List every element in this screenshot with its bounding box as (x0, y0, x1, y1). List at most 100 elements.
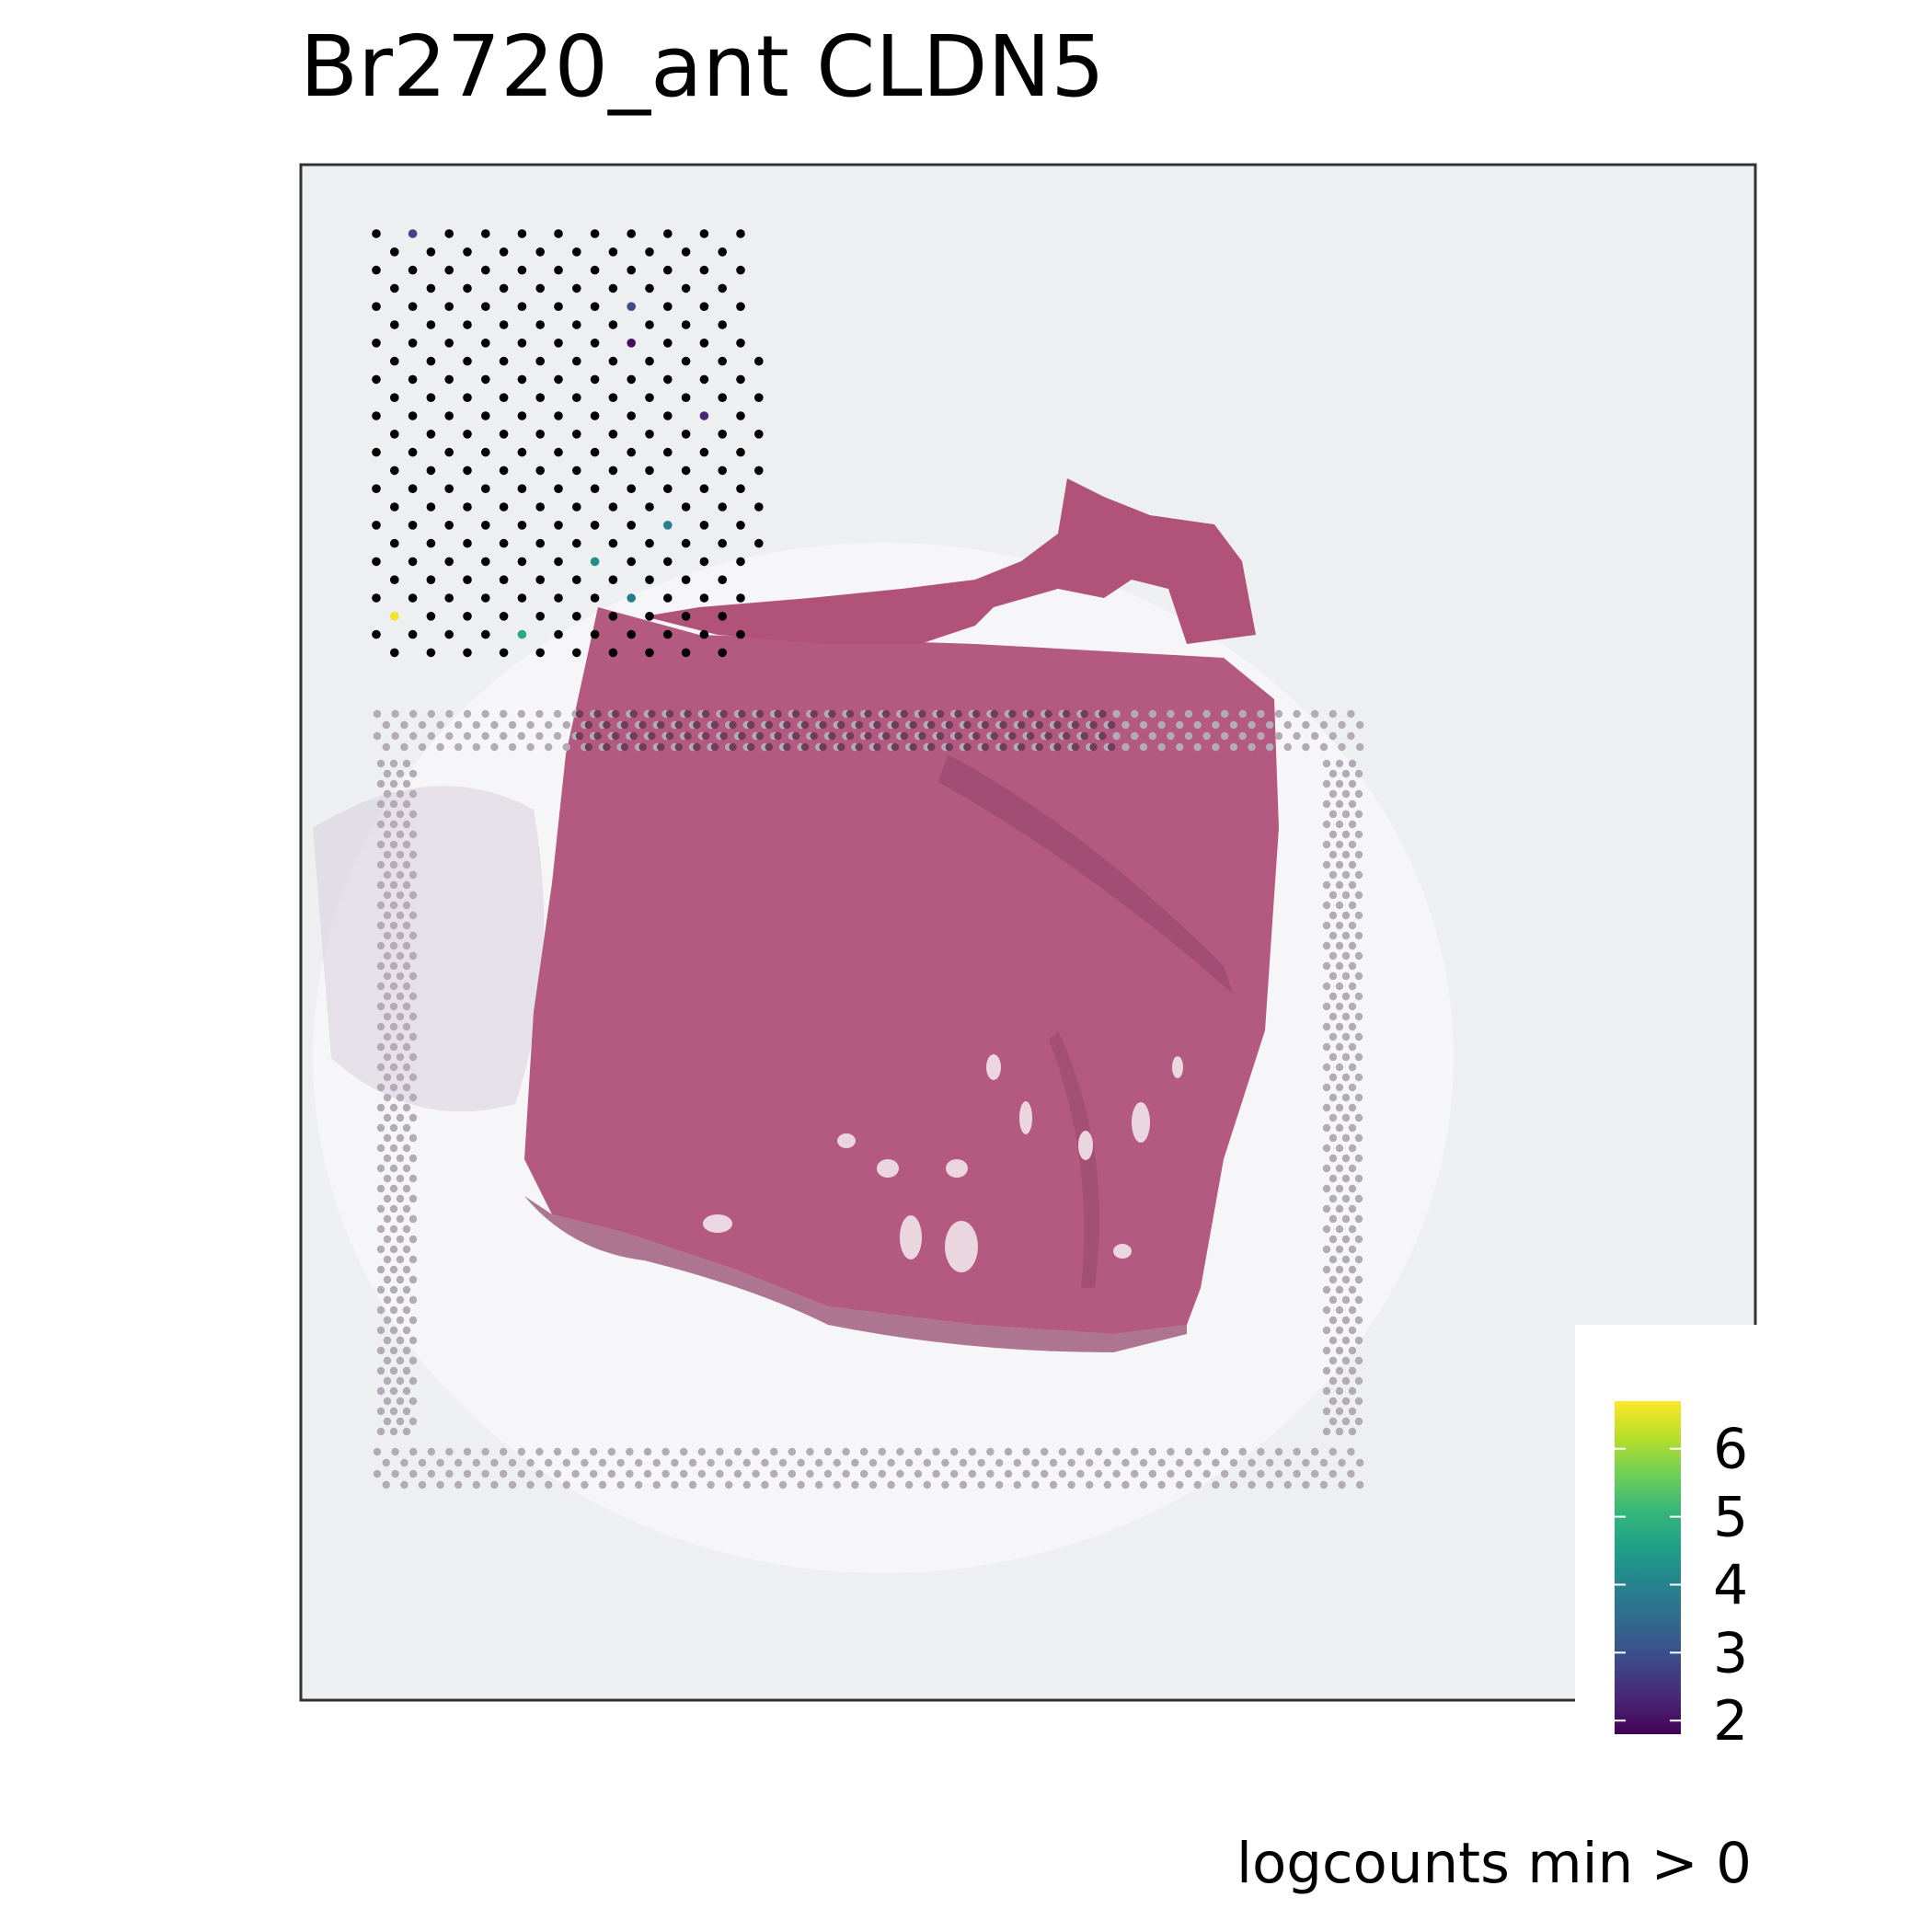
fiducial-dot (409, 1447, 418, 1456)
fiducial-dot (1354, 1376, 1363, 1386)
fiducial-dot (526, 1458, 535, 1467)
fiducial-dot (575, 709, 584, 719)
fiducial-dot (1212, 720, 1220, 730)
fiducial-dot (408, 850, 418, 859)
fiducial-dot (774, 709, 782, 719)
fiducial-dot (396, 1032, 405, 1041)
fiducial-dot (389, 840, 398, 849)
fiducial-dot (590, 1469, 598, 1478)
spot (554, 629, 563, 639)
fiducial-dot (391, 709, 399, 719)
fiducial-dot (1248, 1480, 1256, 1489)
fiducial-dot (383, 1032, 392, 1041)
fiducial-dot (1341, 870, 1351, 880)
fiducial-dot (1347, 1447, 1355, 1456)
fiducial-dot (1348, 1042, 1357, 1052)
fiducial-dot (1335, 779, 1344, 788)
fiducial-dot (1221, 709, 1229, 719)
fiducial-dot (490, 1480, 499, 1489)
fiducial-dot (1026, 731, 1035, 741)
spot (535, 320, 545, 329)
fiducial-dot (1348, 1002, 1357, 1011)
fiducial-dot (797, 1480, 805, 1489)
spot (372, 265, 381, 275)
fiducial-dot (402, 1144, 411, 1153)
fiducial-dot (635, 1480, 643, 1489)
plot-title: Br2720_ant CLDN5 (300, 17, 1105, 116)
spot (627, 374, 636, 385)
spot (736, 593, 745, 603)
fiducial-dot (1139, 720, 1148, 730)
fiducial-dot (1322, 1326, 1331, 1335)
fiducial-dot (1322, 1407, 1331, 1416)
spot (572, 247, 581, 257)
fiducial-dot (1348, 1427, 1357, 1436)
fiducial-dot (1022, 1447, 1030, 1456)
fiducial-dot (389, 1164, 398, 1173)
spot (663, 629, 673, 639)
fiducial-dot (584, 742, 592, 752)
fiducial-dot (418, 1458, 427, 1467)
fiducial-dot (845, 709, 855, 719)
spot (426, 612, 436, 621)
fiducial-dot (1322, 1103, 1331, 1112)
fiducial-dot (1354, 1113, 1363, 1122)
expressed-spot (590, 557, 600, 567)
fiducial-dot (1341, 789, 1351, 799)
fiducial-dot (688, 1458, 697, 1467)
spot (572, 648, 581, 658)
fiducial-dot (1328, 709, 1338, 719)
spot (390, 575, 399, 584)
fiducial-dot (408, 1336, 418, 1345)
fiducial-dot (1354, 1235, 1363, 1244)
spot (517, 339, 527, 348)
fiducial-dot (671, 1458, 679, 1467)
fiducial-dot (389, 1144, 398, 1153)
fiducial-dot (1076, 1447, 1085, 1456)
fiducial-dot (1335, 1245, 1344, 1254)
fiducial-dot (376, 759, 385, 768)
fiducial-dot (1335, 1326, 1344, 1335)
fiducial-dot (562, 1458, 570, 1467)
fiducial-dot (648, 731, 656, 741)
fiducial-dot (396, 992, 405, 1001)
fiducial-dot (1348, 1265, 1357, 1274)
spot (372, 374, 381, 385)
fiducial-dot (408, 810, 418, 819)
fiducial-dot (1184, 731, 1193, 741)
fiducial-dot (1266, 1480, 1274, 1489)
fiducial-dot (1348, 1386, 1357, 1396)
fiducial-dot (1176, 1458, 1184, 1467)
fiducial-dot (1348, 1022, 1357, 1031)
fiducial-dot (383, 1235, 392, 1244)
fiducial-dot (873, 720, 881, 730)
fiducial-dot (1121, 720, 1130, 730)
fiducial-dot (1328, 769, 1338, 778)
fiducial-dot (747, 742, 755, 752)
fiducial-dot (1348, 1407, 1357, 1416)
fiducial-dot (1341, 1133, 1351, 1143)
fiducial-dot (1354, 1397, 1363, 1406)
fiducial-dot (402, 1245, 411, 1254)
fiducial-dot (1328, 1255, 1338, 1264)
fiducial-dot (396, 1214, 405, 1224)
fiducial-dot (508, 742, 517, 752)
fiducial-dot (1341, 1336, 1351, 1345)
fiducial-dot (400, 720, 408, 730)
fiducial-dot (376, 1225, 385, 1234)
fiducial-dot (1202, 731, 1211, 741)
fiducial-dot (823, 1447, 833, 1456)
tissue-image (313, 478, 1454, 1573)
spot (645, 538, 654, 548)
fiducial-dot (1354, 1417, 1363, 1426)
fiducial-dot (391, 731, 399, 741)
fiducial-dot (896, 1469, 904, 1478)
fiducial-dot (1341, 1376, 1351, 1386)
fiducial-dot (376, 1346, 385, 1355)
fiducial-dot (427, 731, 435, 741)
fiducial-dot (702, 731, 710, 741)
spot (736, 229, 745, 238)
spot (590, 447, 600, 457)
fiducial-dot (1112, 731, 1121, 741)
fiducial-dot (800, 720, 810, 730)
